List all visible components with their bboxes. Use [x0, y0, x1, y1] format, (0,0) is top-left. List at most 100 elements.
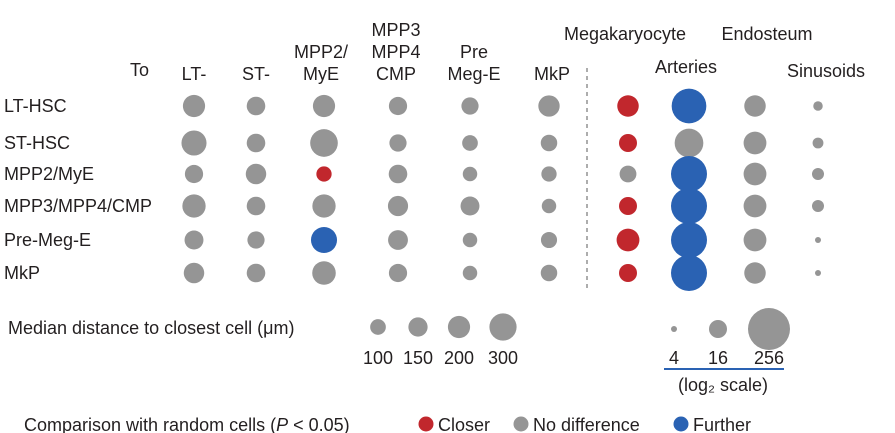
size-legend-tick: 300 [488, 348, 518, 368]
data-point [312, 94, 336, 118]
column-label: Pre Meg-E [447, 42, 500, 84]
data-point [813, 101, 823, 111]
data-point [310, 226, 338, 254]
size-legend-tick: 100 [363, 348, 393, 368]
column-label: Arteries [655, 57, 717, 77]
row-label: MPP3/MPP4/CMP [4, 196, 152, 216]
data-point [619, 197, 637, 215]
legend-label-further: Further [693, 415, 751, 433]
log-scale-note: (log₂ scale) [678, 375, 768, 395]
data-point [616, 228, 640, 252]
row-label: ST-HSC [4, 133, 70, 153]
data-point [184, 230, 204, 250]
size-legend-dot [489, 313, 517, 341]
size-legend-dot [370, 319, 386, 335]
data-point [619, 134, 637, 152]
data-point [617, 95, 639, 117]
data-point [743, 194, 767, 218]
data-point [246, 96, 266, 116]
data-point [388, 164, 408, 184]
data-point [743, 131, 767, 155]
data-point [183, 262, 205, 284]
data-point [460, 196, 480, 216]
data-point [671, 156, 707, 192]
data-point [245, 163, 267, 185]
column-label: Sinusoids [787, 61, 865, 81]
log-legend-tick: 16 [708, 348, 728, 368]
data-point [743, 228, 767, 252]
data-point [744, 95, 766, 117]
legend-swatch-no-difference [513, 416, 529, 432]
data-point [387, 195, 409, 217]
log-legend-dot [671, 326, 677, 332]
data-point [184, 164, 204, 184]
data-point [671, 88, 707, 124]
column-label: Endosteum [721, 24, 812, 44]
data-point [388, 230, 408, 250]
log-legend-tick: 4 [669, 348, 679, 368]
data-point [540, 264, 558, 282]
data-point [541, 166, 557, 182]
data-point [815, 237, 821, 243]
log-legend-tick: 256 [754, 348, 784, 368]
data-point [181, 130, 207, 156]
data-point [541, 198, 557, 214]
data-point [246, 263, 266, 283]
data-point [310, 129, 338, 157]
log-legend-dot [748, 308, 790, 350]
color-legend-label: Comparison with random cells (P < 0.05) [24, 415, 350, 433]
size-legend-label: Median distance to closest cell (μm) [8, 318, 294, 338]
data-point [389, 134, 407, 152]
data-point [461, 97, 479, 115]
data-point [462, 265, 478, 281]
column-label: LT- [182, 64, 207, 84]
data-point [182, 194, 206, 218]
column-label: ST- [242, 64, 270, 84]
data-point [671, 255, 707, 291]
size-legend-tick: 200 [444, 348, 474, 368]
size-legend-dot [408, 317, 428, 337]
data-point [462, 232, 478, 248]
data-point [743, 162, 767, 186]
data-point [462, 166, 478, 182]
data-point [246, 133, 266, 153]
data-point [316, 166, 332, 182]
data-point [388, 263, 408, 283]
size-legend-tick: 150 [403, 348, 433, 368]
legend-label-no-difference: No difference [533, 415, 640, 433]
data-point [671, 188, 707, 224]
data-point [744, 262, 766, 284]
column-label: MPP3 MPP4 CMP [371, 20, 420, 84]
column-label: MPP2/MyE [294, 42, 348, 84]
data-point [540, 134, 558, 152]
row-label: MkP [4, 263, 40, 283]
data-point [674, 128, 704, 158]
data-point [312, 194, 336, 218]
data-point [619, 264, 637, 282]
row-label: LT-HSC [4, 96, 67, 116]
data-point [815, 270, 821, 276]
legend-swatch-closer [418, 416, 434, 432]
data-point [540, 231, 558, 249]
row-label: MPP2/MyE [4, 164, 94, 184]
data-point [812, 137, 824, 149]
to-label: To [130, 60, 149, 80]
column-label: MkP [534, 64, 570, 84]
log-legend-dot [709, 320, 727, 338]
data-point [247, 231, 265, 249]
legend-swatch-further [673, 416, 689, 432]
column-label: Megakaryocyte [564, 24, 686, 44]
data-point [388, 96, 408, 116]
legend-label-closer: Closer [438, 415, 490, 433]
data-point [312, 261, 336, 285]
row-label: Pre-Meg-E [4, 230, 91, 250]
data-point [182, 94, 206, 118]
data-point [671, 222, 707, 258]
size-legend-dot [447, 315, 471, 339]
data-point [812, 200, 824, 212]
data-point [538, 95, 560, 117]
data-point [812, 168, 824, 180]
data-point [619, 165, 637, 183]
data-point [246, 196, 266, 216]
